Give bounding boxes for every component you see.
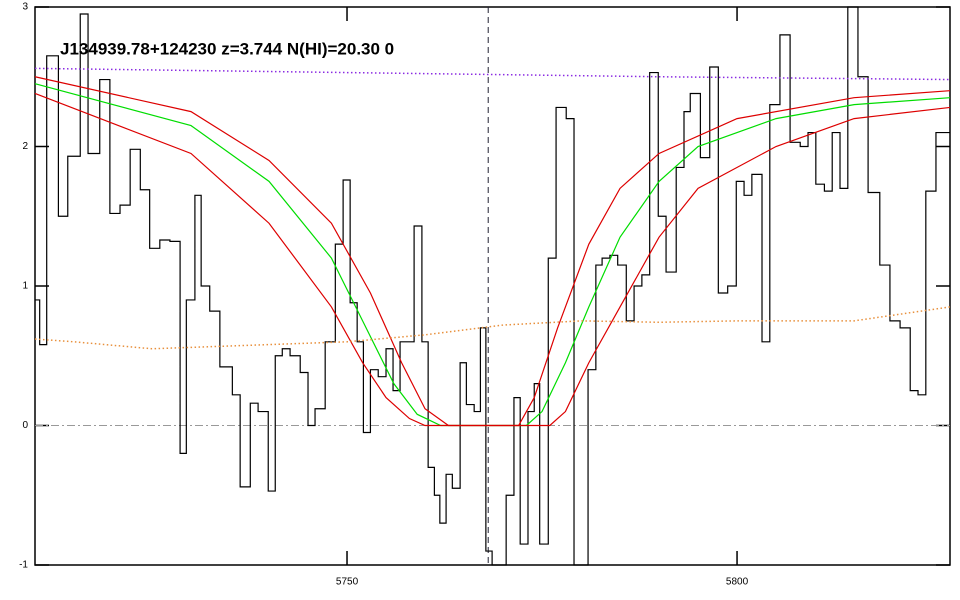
y-tick-label: 2 — [22, 141, 28, 152]
model-curve — [34, 306, 951, 350]
y-tick-label: 0 — [22, 420, 28, 431]
y-tick-label: -1 — [19, 560, 28, 571]
x-tick-label: 5800 — [726, 577, 749, 588]
model-curve — [34, 83, 951, 427]
y-tick-label: 1 — [22, 281, 28, 292]
model-curve — [34, 76, 951, 427]
flux-spectrum — [35, 6, 950, 566]
model-curve — [34, 67, 951, 81]
x-tick-label: 5750 — [336, 577, 359, 588]
plot-frame — [34, 6, 951, 566]
model-curve — [34, 92, 951, 427]
y-tick-label: 3 — [22, 2, 28, 13]
chart-title: J134939.78+124230 z=3.744 N(HI)=20.30 0 — [60, 39, 394, 58]
